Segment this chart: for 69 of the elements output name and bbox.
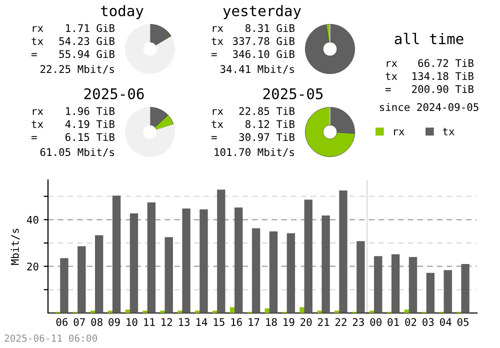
x-tick-label: 07 (74, 318, 85, 326)
x-tick-label: 04 (440, 318, 452, 326)
y-tick-label: 40 (26, 216, 38, 224)
text: 6.15 TiB (66, 132, 115, 142)
x-tick-label: 19 (284, 318, 294, 326)
text: 101.70 Mbit/s (214, 148, 294, 157)
x-tick-label: 10 (126, 318, 138, 326)
text: 30.97 TiB (239, 132, 295, 142)
text: 61.05 Mbit/s (40, 148, 114, 157)
text: tx (32, 120, 44, 128)
legend-label: tx (442, 128, 454, 136)
x-tick-label: 05 (457, 318, 468, 326)
text: 22.25 Mbit/s (40, 64, 114, 74)
legend-label: rx (394, 129, 404, 136)
text: 22.85 TiB (239, 106, 295, 116)
x-tick-label: 14 (196, 318, 208, 326)
text: rx (212, 109, 224, 115)
text: since 2024-09-05 (380, 102, 478, 112)
x-tick-label: 22 (335, 318, 346, 326)
x-tick-label: 03 (422, 318, 434, 326)
text: = (211, 53, 217, 56)
text: = (385, 88, 391, 92)
text: 200.90 TiB (412, 84, 474, 94)
text: = (31, 136, 37, 140)
x-tick-label: 18 (266, 318, 277, 326)
text: rx (212, 26, 224, 32)
x-tick-label: 12 (162, 318, 172, 326)
x-tick-label: 11 (144, 318, 155, 326)
x-tick-label: 16 (231, 318, 242, 326)
x-tick-label: 08 (91, 318, 102, 326)
text: 8.12 TiB (245, 120, 295, 128)
text: 134.18 TiB (412, 72, 474, 80)
text: 1.71 GiB (66, 24, 115, 32)
x-tick-label: 21 (318, 318, 330, 326)
text: rx (32, 26, 44, 32)
chart-title: yesterday (223, 4, 301, 20)
x-tick-label: 15 (214, 318, 224, 326)
x-tick-label: 00 (370, 318, 382, 326)
text: 55.94 GiB (59, 50, 115, 58)
chart-title: 2025-05 (263, 88, 323, 100)
text: 34.41 Mbit/s (220, 64, 294, 74)
text: 54.23 GiB (59, 36, 115, 46)
text: 337.78 GiB (232, 36, 295, 46)
x-tick-label: 20 (300, 318, 312, 326)
y-axis-title: Mbit/s (10, 228, 20, 265)
chart-title: today (100, 4, 144, 20)
text: 66.72 TiB (418, 58, 474, 68)
x-tick-label: 13 (179, 318, 190, 326)
chart-title: 2025-06 (84, 88, 144, 100)
x-tick-label: 02 (405, 318, 416, 326)
text: tx (212, 120, 224, 128)
text: 4.19 TiB (65, 120, 115, 128)
text: 1.96 TiB (66, 106, 115, 116)
text: all time (394, 32, 464, 44)
x-tick-label: 01 (388, 318, 399, 326)
x-tick-label: 09 (108, 318, 120, 326)
text: rx (32, 109, 44, 115)
text: rx (386, 61, 398, 67)
text: tx (32, 38, 44, 45)
text: = (211, 136, 217, 140)
text: 2025-06-11 06:00 (4, 334, 98, 342)
x-tick-label: 23 (352, 318, 364, 326)
text: tx (212, 38, 224, 45)
text: 346.10 GiB (232, 50, 295, 58)
text: = (31, 53, 37, 56)
text: 8.31 GiB (245, 24, 295, 32)
x-tick-label: 06 (56, 318, 68, 326)
text: tx (386, 72, 398, 80)
x-tick-label: 17 (248, 318, 260, 326)
